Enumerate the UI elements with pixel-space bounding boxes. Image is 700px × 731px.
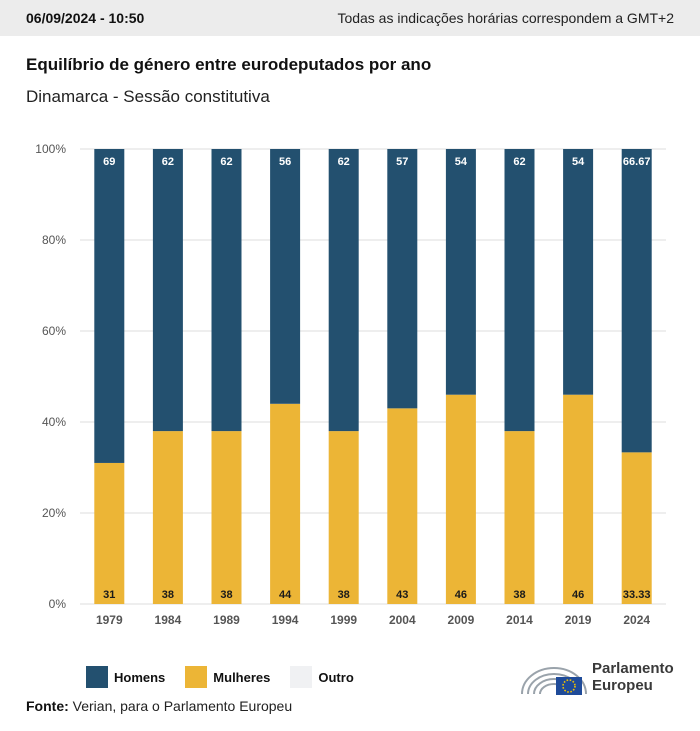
- data-label-homens: 62: [162, 156, 174, 168]
- chart-subtitle: Dinamarca - Sessão constitutiva: [26, 87, 270, 106]
- bar-homens: [152, 149, 183, 432]
- legend-swatch-homens: [86, 666, 108, 688]
- x-tick-label: 1994: [272, 613, 299, 627]
- data-label-mulheres: 31: [103, 589, 115, 601]
- bar-homens: [270, 149, 301, 404]
- logo-text: Parlamento Europeu: [592, 660, 674, 694]
- source-label: Fonte:: [26, 698, 69, 714]
- logo-line-1: Parlamento: [592, 660, 674, 677]
- y-tick-label: 0%: [49, 597, 67, 611]
- x-tick-label: 2019: [565, 613, 592, 627]
- bar-mulheres: [387, 408, 418, 604]
- data-label-mulheres: 33.33: [623, 589, 651, 601]
- timezone-note: Todas as indicações horárias corresponde…: [337, 10, 674, 26]
- data-label-mulheres: 38: [513, 589, 525, 601]
- legend-swatch-outro: [290, 666, 313, 688]
- bar-mulheres: [621, 452, 652, 604]
- bar-homens: [504, 149, 535, 432]
- chart-title: Equilíbrio de género entre eurodeputados…: [26, 55, 432, 74]
- data-label-homens: 57: [396, 156, 408, 168]
- y-tick-label: 20%: [42, 506, 66, 520]
- x-tick-label: 1989: [213, 613, 240, 627]
- data-label-mulheres: 46: [572, 589, 584, 601]
- data-label-mulheres: 38: [338, 589, 350, 601]
- legend-label-mulheres: Mulheres: [213, 669, 271, 685]
- bar-mulheres: [211, 431, 242, 604]
- source-text: Verian, para o Parlamento Europeu: [72, 698, 293, 714]
- data-label-homens: 66.67: [623, 156, 651, 168]
- data-label-homens: 54: [572, 156, 585, 168]
- top-bar: 06/09/2024 - 10:50 Todas as indicações h…: [0, 0, 700, 36]
- bar-mulheres: [504, 431, 535, 604]
- legend-swatch-mulheres: [185, 666, 208, 688]
- parliament-logo: Parlamento Europeu: [520, 660, 690, 702]
- data-label-mulheres: 38: [162, 589, 174, 601]
- bar-homens: [563, 149, 594, 395]
- bar-homens: [328, 149, 359, 432]
- x-tick-label: 2024: [623, 613, 650, 627]
- x-tick-label: 1979: [96, 613, 123, 627]
- bar-mulheres: [270, 403, 301, 604]
- data-label-mulheres: 44: [279, 589, 292, 601]
- datetime: 06/09/2024 - 10:50: [26, 10, 145, 26]
- legend-label-outro: Outro: [318, 669, 354, 685]
- data-label-homens: 62: [338, 156, 350, 168]
- y-tick-label: 80%: [42, 233, 66, 247]
- data-label-homens: 62: [513, 156, 525, 168]
- x-tick-label: 1984: [155, 613, 182, 627]
- legend-item-homens: Homens: [86, 666, 165, 688]
- bar-homens: [621, 149, 652, 453]
- logo-line-2: Europeu: [592, 677, 653, 694]
- stacked-bar-chart: 0% 20% 40% 60% 80% 100% 69 31 1979 62 38 1984 62 38 19…: [35, 142, 666, 627]
- data-label-mulheres: 38: [220, 589, 232, 601]
- bar-homens: [94, 149, 125, 463]
- data-label-homens: 62: [220, 156, 232, 168]
- legend-label-homens: Homens: [114, 669, 166, 685]
- data-label-mulheres: 46: [455, 589, 467, 601]
- bar-homens: [211, 149, 242, 432]
- bar-mulheres: [563, 394, 594, 604]
- legend-item-mulheres: Mulheres: [185, 666, 270, 688]
- legend-item-outro: Outro: [290, 666, 354, 688]
- data-label-mulheres: 43: [396, 589, 408, 601]
- y-tick-label: 40%: [42, 415, 66, 429]
- x-tick-label: 2009: [448, 613, 475, 627]
- x-tick-label: 1999: [330, 613, 357, 627]
- y-tick-label: 60%: [42, 324, 66, 338]
- bar-mulheres: [445, 394, 476, 604]
- data-label-homens: 56: [279, 156, 291, 168]
- european-parliament-hemicycle-icon: [521, 667, 587, 695]
- y-tick-label: 100%: [35, 142, 66, 156]
- legend: Homens Mulheres Outro: [86, 666, 374, 688]
- bar-mulheres: [94, 462, 125, 604]
- bar-homens: [387, 149, 418, 409]
- data-label-homens: 69: [103, 156, 115, 168]
- bar-homens: [445, 149, 476, 395]
- bar-mulheres: [328, 431, 359, 604]
- x-tick-label: 2014: [506, 613, 533, 627]
- data-label-homens: 54: [455, 156, 468, 168]
- bar-mulheres: [152, 431, 183, 604]
- x-tick-label: 2004: [389, 613, 416, 627]
- source-note: Fonte: Verian, para o Parlamento Europeu: [26, 698, 292, 714]
